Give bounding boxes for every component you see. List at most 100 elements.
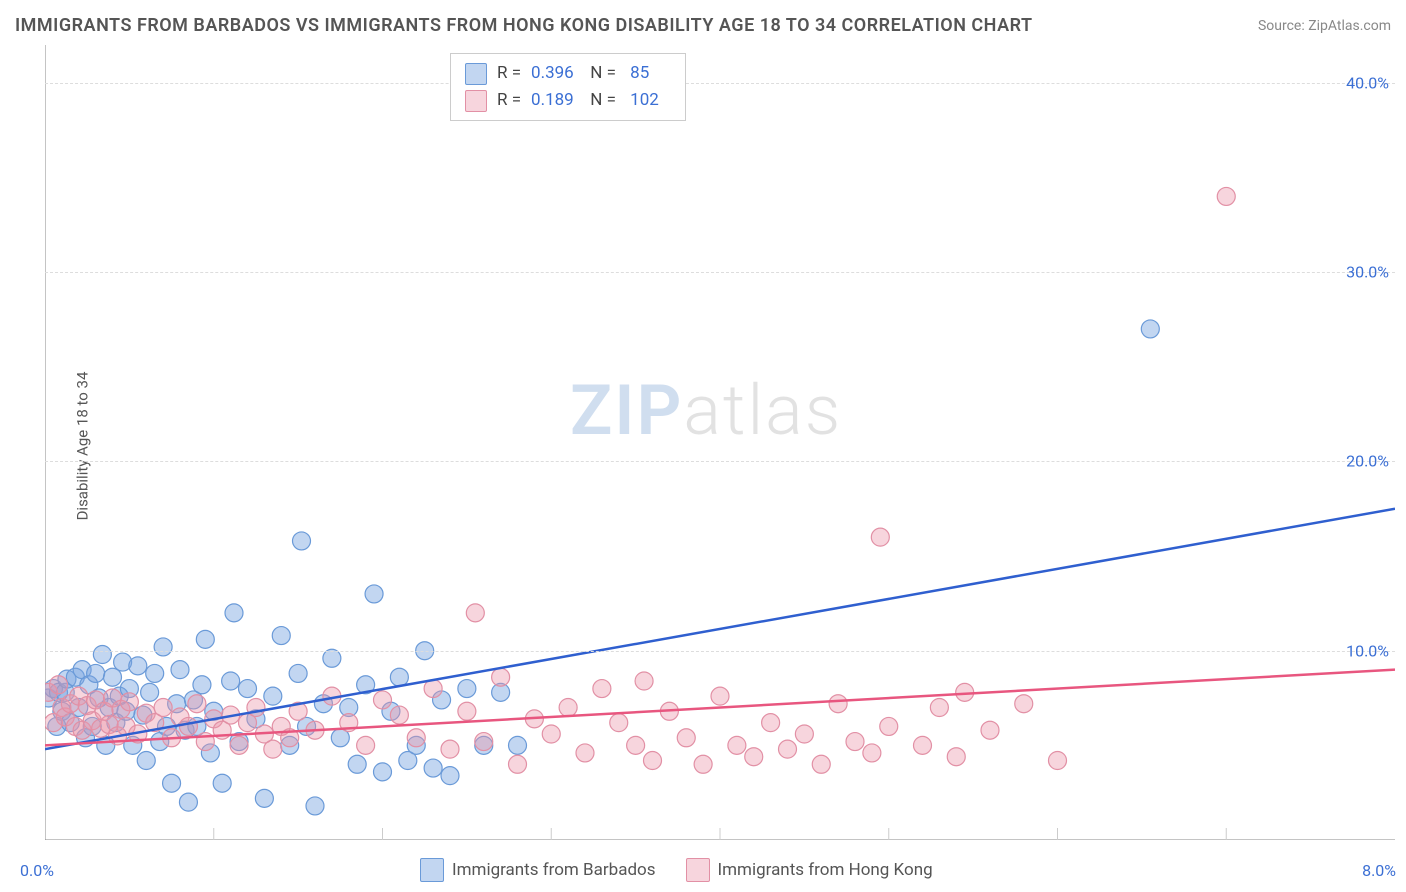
data-point [188,695,206,713]
data-point [1141,320,1159,338]
data-point [93,646,111,664]
data-point [137,752,155,770]
scatter-plot-area: 10.0% 20.0% 30.0% 40.0% [45,45,1395,840]
data-point [120,693,138,711]
data-point [644,752,662,770]
data-point [610,714,628,732]
legend-label: Immigrants from Barbados [452,860,656,880]
chart-title: IMMIGRANTS FROM BARBADOS VS IMMIGRANTS F… [15,15,1033,36]
series-legend: Immigrants from Barbados Immigrants from… [420,858,933,882]
y-tick-label: 30.0% [1346,263,1389,282]
gridline [45,461,1395,462]
r-label: R = [497,87,521,114]
data-point [627,736,645,754]
data-point [441,767,459,785]
data-point [390,668,408,686]
r-label: R = [497,60,521,87]
data-point [458,702,476,720]
data-point [1217,187,1235,205]
data-point [272,627,290,645]
data-point [146,664,164,682]
data-point [880,717,898,735]
r-value: 0.396 [531,60,576,87]
data-point [509,736,527,754]
legend-row: R = 0.396 N = 85 [465,60,671,87]
data-point [323,649,341,667]
data-point [542,725,560,743]
data-point [762,714,780,732]
source-label: Source: ZipAtlas.com [1258,18,1391,34]
data-point [635,672,653,690]
n-value: 102 [626,87,671,114]
data-point [677,729,695,747]
x-tick-right: 8.0% [1362,861,1396,880]
x-tick-left: 0.0% [20,861,54,880]
gridline [45,272,1395,273]
y-tick-label: 40.0% [1346,73,1389,92]
data-point [225,604,243,622]
data-point [374,691,392,709]
data-point [179,717,197,735]
data-point [230,736,248,754]
data-point [222,672,240,690]
data-point [576,744,594,762]
data-point [475,733,493,751]
data-point [559,699,577,717]
y-tick-label: 10.0% [1346,641,1389,660]
data-point [390,706,408,724]
data-point [846,733,864,751]
data-point [255,789,273,807]
data-point [374,763,392,781]
data-point [981,721,999,739]
trend-line [45,509,1395,749]
data-point [1049,752,1067,770]
data-point [947,748,965,766]
data-point [179,793,197,811]
data-point [914,736,932,754]
data-point [930,699,948,717]
correlation-legend: R = 0.396 N = 85 R = 0.189 N = 102 [450,53,686,121]
legend-swatch [465,90,487,112]
data-point [492,668,510,686]
data-point [728,736,746,754]
data-point [871,528,889,546]
data-point [357,736,375,754]
r-value: 0.189 [531,87,576,114]
data-point [441,740,459,758]
data-point [745,748,763,766]
data-point [293,532,311,550]
gridline [45,83,1395,84]
data-point [407,729,425,747]
data-point [812,755,830,773]
legend-item: Immigrants from Hong Kong [686,858,933,882]
gridline [45,651,1395,652]
y-tick-label: 20.0% [1346,452,1389,471]
n-value: 85 [626,60,671,87]
data-point [141,683,159,701]
data-point [129,657,147,675]
data-point [863,744,881,762]
data-point [711,687,729,705]
data-point [50,676,68,694]
data-point [365,585,383,603]
legend-swatch [465,63,487,85]
data-point [694,755,712,773]
data-point [829,695,847,713]
data-point [87,664,105,682]
data-point [348,755,366,773]
legend-item: Immigrants from Barbados [420,858,656,882]
legend-row: R = 0.189 N = 102 [465,87,671,114]
data-point [239,680,257,698]
data-point [163,774,181,792]
n-label: N = [586,60,616,87]
data-point [593,680,611,698]
data-point [264,740,282,758]
data-point [424,759,442,777]
data-point [458,680,476,698]
data-point [466,604,484,622]
data-point [509,755,527,773]
data-point [154,699,172,717]
data-point [1015,695,1033,713]
data-point [213,774,231,792]
n-label: N = [586,87,616,114]
